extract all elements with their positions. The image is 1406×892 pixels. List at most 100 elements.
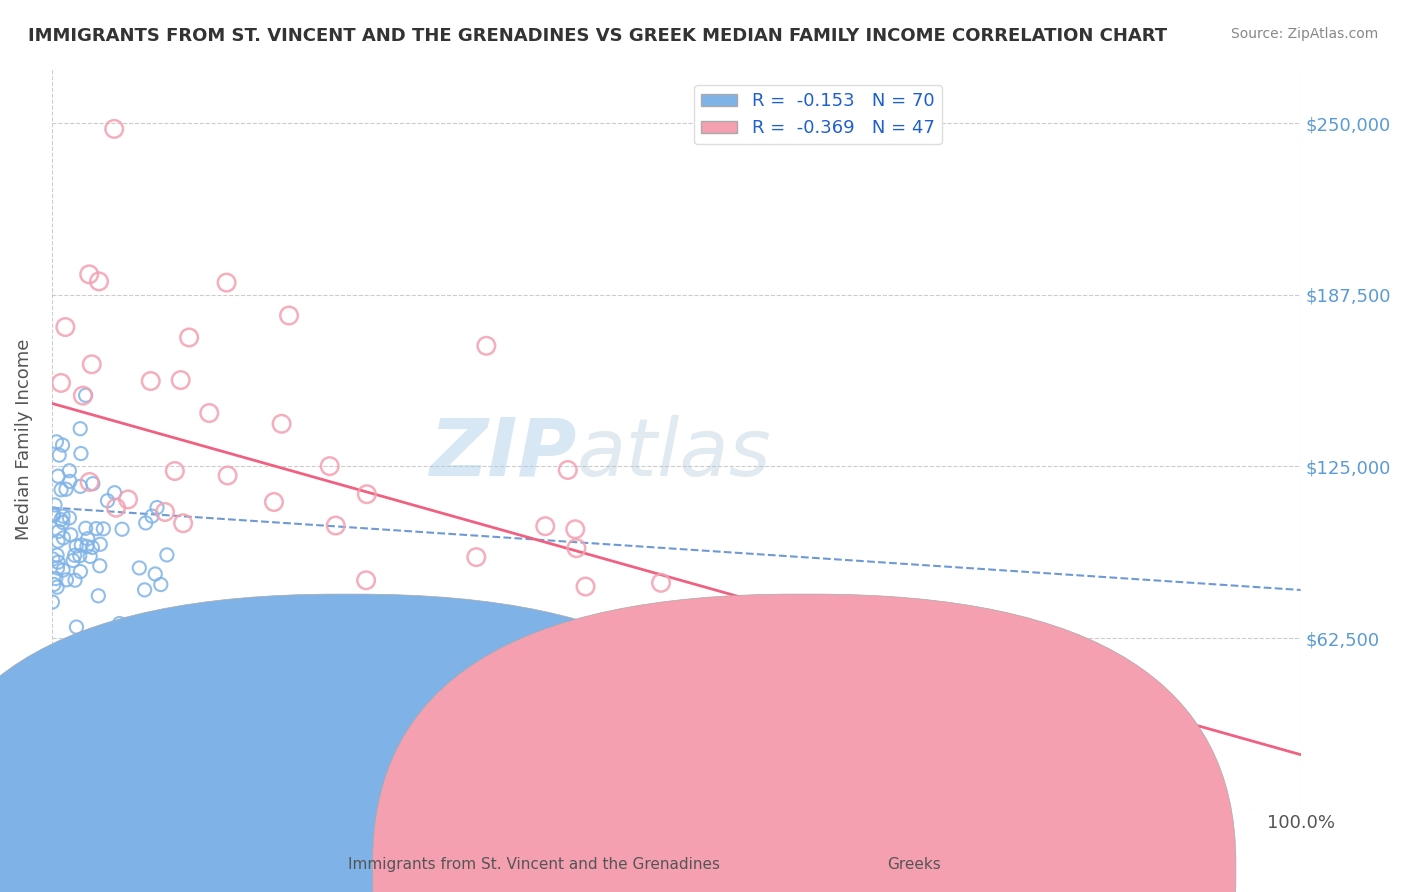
Point — [52, 516, 75, 530]
Point — [963, 696, 986, 710]
Point — [52, 531, 75, 545]
Point — [87, 589, 110, 603]
Point — [52, 563, 75, 577]
Point — [72, 389, 94, 403]
Point — [48, 448, 70, 462]
Point — [63, 549, 86, 563]
Point — [117, 492, 139, 507]
Point — [163, 464, 186, 478]
Point — [65, 620, 87, 634]
Point — [96, 493, 118, 508]
Point — [143, 566, 166, 581]
Point — [69, 422, 91, 436]
Point — [49, 376, 72, 390]
Text: Greeks: Greeks — [887, 857, 941, 872]
Point — [89, 558, 111, 573]
Point — [45, 572, 67, 586]
Point — [41, 595, 63, 609]
Point — [42, 507, 65, 521]
Point — [69, 549, 91, 563]
Text: Immigrants from St. Vincent and the Grenadines: Immigrants from St. Vincent and the Gren… — [349, 857, 720, 872]
Point — [574, 580, 596, 594]
Point — [82, 476, 104, 491]
Point — [465, 550, 488, 565]
Point — [42, 508, 65, 523]
Point — [84, 522, 107, 536]
Point — [70, 538, 93, 552]
Point — [475, 339, 498, 353]
Point — [55, 573, 77, 587]
Point — [59, 725, 82, 739]
Point — [79, 549, 101, 564]
Point — [128, 561, 150, 575]
Point — [65, 539, 87, 553]
Point — [111, 522, 134, 536]
Point — [325, 518, 347, 533]
Point — [59, 475, 82, 489]
Text: atlas: atlas — [576, 415, 770, 493]
Point — [46, 469, 69, 483]
Point — [693, 688, 716, 702]
Text: IMMIGRANTS FROM ST. VINCENT AND THE GRENADINES VS GREEK MEDIAN FAMILY INCOME COR: IMMIGRANTS FROM ST. VINCENT AND THE GREN… — [28, 27, 1167, 45]
Point — [156, 548, 179, 562]
Point — [46, 555, 69, 569]
Text: Source: ZipAtlas.com: Source: ZipAtlas.com — [1230, 27, 1378, 41]
Point — [1139, 706, 1161, 721]
Point — [42, 577, 65, 591]
Point — [135, 516, 157, 530]
Point — [46, 548, 69, 562]
Point — [172, 516, 194, 531]
Point — [52, 509, 75, 524]
Point — [1107, 690, 1129, 705]
Point — [318, 459, 340, 474]
Point — [89, 537, 111, 551]
Point — [534, 519, 557, 533]
Legend: R =  -0.153   N = 70, R =  -0.369   N = 47: R = -0.153 N = 70, R = -0.369 N = 47 — [695, 85, 942, 145]
Point — [76, 540, 98, 554]
Point — [103, 122, 125, 136]
Point — [63, 654, 86, 668]
Point — [55, 482, 77, 496]
Point — [77, 268, 100, 282]
Point — [105, 500, 128, 515]
Point — [263, 495, 285, 509]
Point — [426, 614, 449, 628]
Point — [108, 616, 131, 631]
Point — [76, 532, 98, 546]
Point — [564, 522, 586, 536]
Point — [58, 464, 80, 478]
Point — [1101, 738, 1123, 752]
Point — [62, 553, 84, 567]
Point — [153, 505, 176, 519]
Point — [69, 565, 91, 579]
Point — [115, 636, 138, 650]
Point — [278, 309, 301, 323]
Point — [1108, 744, 1130, 758]
Point — [356, 487, 378, 501]
Point — [75, 521, 97, 535]
Point — [91, 522, 114, 536]
Point — [799, 747, 821, 762]
Point — [46, 645, 69, 659]
Point — [134, 582, 156, 597]
Point — [650, 575, 672, 590]
Point — [51, 689, 73, 703]
Point — [354, 574, 377, 588]
Point — [607, 679, 630, 693]
Point — [59, 528, 82, 542]
Point — [149, 577, 172, 591]
Y-axis label: Median Family Income: Median Family Income — [15, 338, 32, 540]
Point — [75, 388, 97, 402]
Point — [46, 534, 69, 549]
Point — [139, 374, 162, 388]
Point — [80, 357, 103, 371]
Point — [170, 373, 193, 387]
Point — [46, 561, 69, 575]
Point — [103, 485, 125, 500]
Point — [44, 498, 66, 512]
Point — [215, 276, 238, 290]
Point — [49, 513, 72, 527]
Point — [565, 541, 588, 556]
Point — [146, 500, 169, 515]
Point — [557, 463, 579, 477]
